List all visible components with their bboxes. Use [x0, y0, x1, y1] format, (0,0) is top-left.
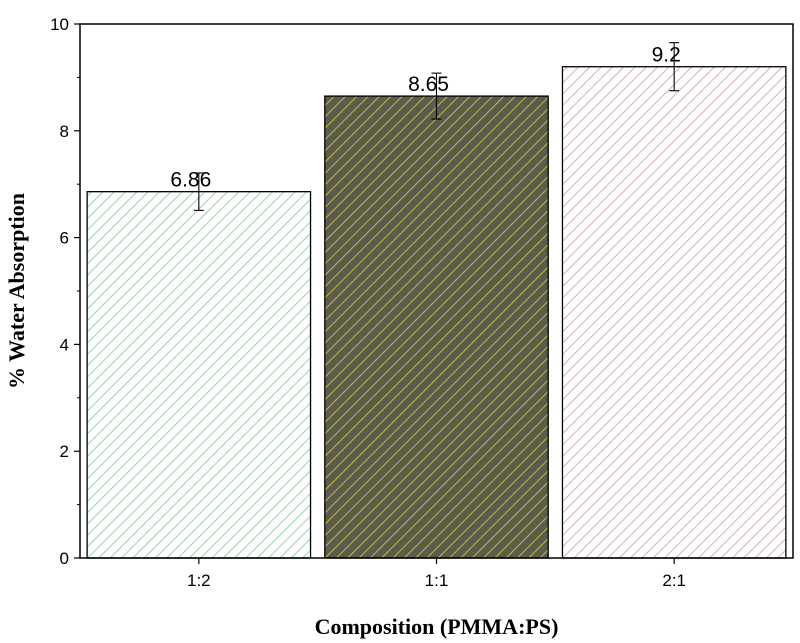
y-tick-label: 8	[60, 122, 69, 141]
y-tick-label: 6	[60, 229, 69, 248]
bar-1-1	[324, 95, 549, 559]
x-tick-label: 2:1	[662, 571, 686, 590]
y-tick-label: 0	[60, 549, 69, 568]
error-bars-layer	[193, 42, 680, 211]
x-tick-label: 1:1	[425, 571, 449, 590]
x-axis-title: Composition (PMMA:PS)	[315, 614, 559, 639]
error-bar	[431, 72, 442, 120]
bars-layer	[86, 66, 787, 559]
error-bar	[669, 42, 680, 92]
y-axis-title: % Water Absorption	[4, 193, 29, 389]
bar-1-2	[86, 191, 312, 559]
data-label: 9.2	[652, 44, 681, 67]
data-labels-layer: 6.86 8.65 9.2	[170, 44, 680, 192]
error-bar	[193, 172, 204, 211]
data-label: 6.86	[170, 169, 211, 192]
data-label: 8.65	[408, 73, 449, 96]
x-axis: 1:2 1:1 2:1	[187, 558, 686, 590]
y-tick-label: 2	[60, 442, 69, 461]
y-tick-label: 4	[60, 335, 69, 354]
bar-2-1	[561, 66, 787, 559]
x-tick-label: 1:2	[187, 571, 211, 590]
y-axis: 0 2 4 6 8 10	[50, 15, 80, 568]
y-tick-label: 10	[50, 15, 69, 34]
